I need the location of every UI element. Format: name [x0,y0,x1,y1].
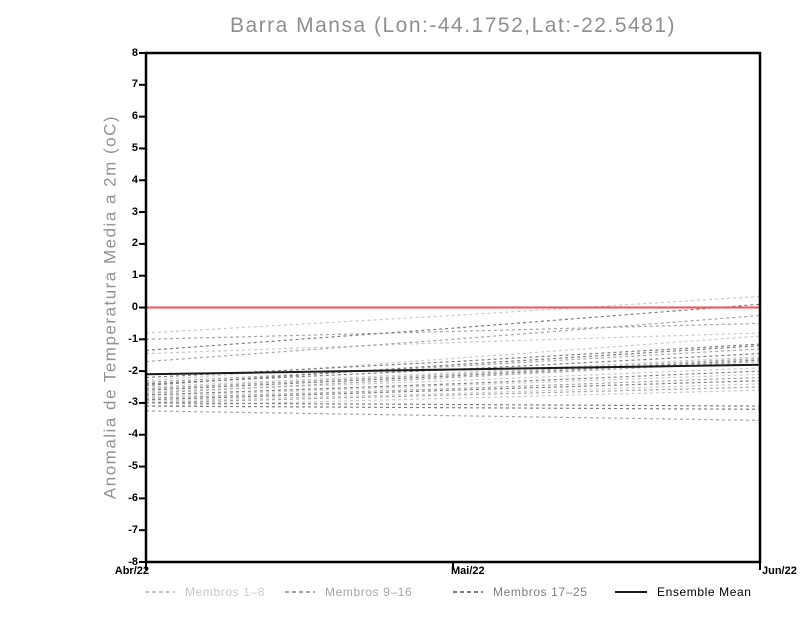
y-tick-label: -7 [128,523,138,536]
y-tick-label: 7 [131,78,138,91]
member-line-group-1 [145,383,761,402]
x-tick-label-abr: Abr/22 [114,565,149,577]
y-tick-label: -3 [128,396,138,409]
y-tick-label: 2 [131,237,138,250]
member-line-group-3 [145,345,761,386]
member-line-group-1 [145,373,761,398]
member-line-group-2 [145,314,761,363]
y-tick-label: 5 [131,141,138,154]
y-tick-label: 0 [131,301,138,313]
legend: Membros 1–8 Membros 9–16 Membros 17–25 E… [0,583,800,603]
y-tick-label: 6 [131,110,138,123]
ensemble-mean-line [145,363,761,376]
member-line-group-1 [145,332,761,355]
legend-item-members-9-16: Membros 9–16 [285,583,412,601]
legend-label: Membros 17–25 [493,585,588,599]
y-tick-label: 3 [131,205,138,218]
solid-line-sample [615,591,647,593]
member-line-group-2 [145,386,761,404]
plot-frame [144,51,762,564]
y-tick-label: -5 [128,460,138,473]
member-line-group-3 [145,380,761,401]
y-tick-label: 8 [131,46,138,59]
member-line-group-3 [145,303,761,351]
member-line-group-2 [145,322,761,340]
member-line-group-1 [145,295,761,334]
member-line-group-1 [145,356,761,388]
member-line-group-2 [145,376,761,399]
y-tick-label: 4 [131,173,138,186]
member-line-group-2 [145,357,761,390]
x-tick-label-mai: Mai/22 [451,565,485,577]
member-line-group-3 [145,370,761,396]
legend-label: Membros 1–8 [185,585,265,599]
member-line-group-2 [145,348,761,383]
plot-area [139,51,762,570]
legend-item-members-1-8: Membros 1–8 [145,583,265,601]
legend-label: Ensemble Mean [657,585,752,599]
y-tick-label: -2 [128,364,138,377]
member-line-group-3 [145,402,761,407]
x-tick-label-jun: Jun/22 [762,565,797,577]
legend-item-ensemble-mean: Ensemble Mean [615,583,752,601]
member-line-group-2 [145,410,761,421]
y-tick-label: 1 [131,269,138,282]
chart-title: Barra Mansa (Lon:-44.1752,Lat:-22.5481) [229,14,677,37]
member-line-group-3 [145,405,761,410]
legend-item-members-17-25: Membros 17–25 [453,583,588,601]
y-tick-label: -1 [128,332,138,345]
y-tick-label: -8 [128,555,138,568]
y-tick-label: -4 [128,428,138,441]
y-tick-label: -6 [128,491,138,504]
dashed-line-sample [453,591,483,593]
dashed-line-sample [145,591,175,593]
dashed-line-sample [285,591,315,593]
legend-label: Membros 9–16 [325,585,413,599]
member-line-group-3 [145,359,761,391]
